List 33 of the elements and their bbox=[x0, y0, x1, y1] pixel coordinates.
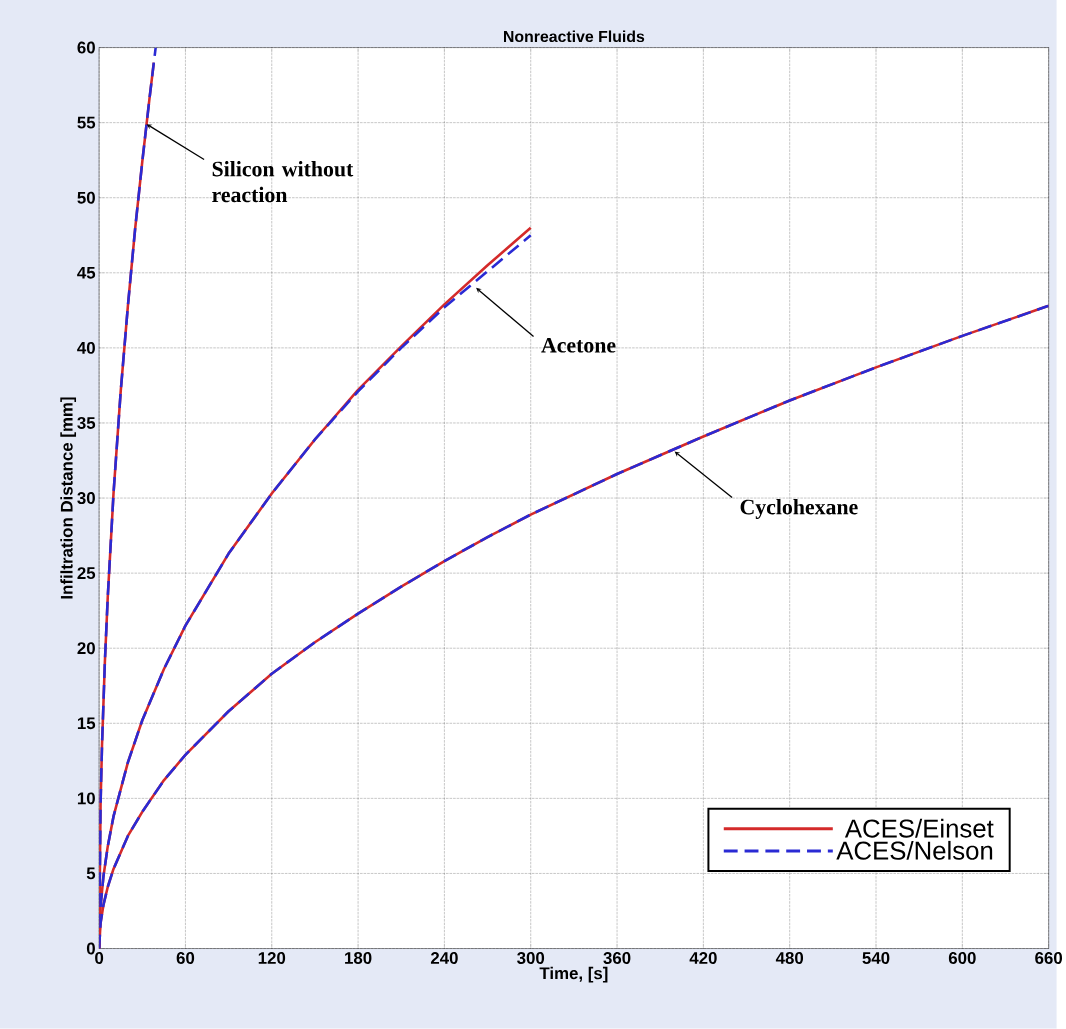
legend-label: ACES/Einset bbox=[844, 818, 994, 838]
y-tick-label: 20 bbox=[77, 642, 95, 655]
y-tick-label: 5 bbox=[86, 867, 96, 880]
y-tick-label: 25 bbox=[77, 567, 96, 580]
y-tick-label: 10 bbox=[77, 792, 95, 805]
x-tick-label: 0 bbox=[95, 952, 104, 965]
x-axis-title: Time, [s] bbox=[539, 966, 608, 983]
legend-label: ACES/Nelson bbox=[836, 840, 993, 860]
x-tick-label: 300 bbox=[517, 952, 545, 965]
y-tick-label: 30 bbox=[77, 492, 95, 505]
y-axis-title: Infiltration Distance [mm] bbox=[60, 397, 77, 599]
x-tick-label: 420 bbox=[689, 952, 717, 965]
y-tick-label: 60 bbox=[77, 41, 95, 54]
y-tick-label: 0 bbox=[86, 942, 95, 955]
y-tick-label: 50 bbox=[77, 191, 95, 204]
y-tick-label: 35 bbox=[77, 417, 96, 430]
y-tick-label: 55 bbox=[77, 116, 96, 129]
annotation: Cyclohexane bbox=[740, 499, 858, 519]
x-tick-label: 60 bbox=[176, 952, 195, 965]
x-tick-label: 180 bbox=[345, 952, 372, 965]
x-tick-label: 120 bbox=[258, 952, 286, 965]
x-tick-label: 540 bbox=[862, 952, 890, 965]
annotation: Acetone bbox=[541, 338, 616, 353]
y-tick-label: 40 bbox=[77, 342, 95, 354]
x-tick-label: 600 bbox=[948, 952, 976, 965]
y-tick-label: 15 bbox=[77, 717, 96, 730]
annotation: Silicon without reaction bbox=[212, 161, 354, 203]
chart-title: Nonreactive Fluids bbox=[504, 30, 645, 43]
x-tick-label: 480 bbox=[775, 952, 804, 965]
x-tick-label: 240 bbox=[430, 952, 458, 965]
y-tick-label: 45 bbox=[77, 267, 96, 279]
x-tick-label: 660 bbox=[1035, 952, 1063, 965]
x-tick-label: 360 bbox=[603, 952, 631, 965]
